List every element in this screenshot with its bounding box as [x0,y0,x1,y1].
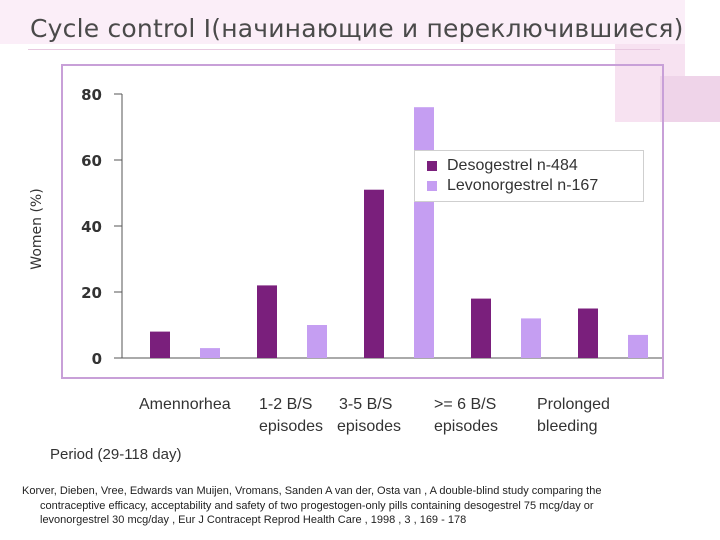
x-tick-label-line: bleeding [537,418,598,435]
citation: Korver, Dieben, Vree, Edwards van Muijen… [22,484,694,528]
x-tick-label-line: episodes [259,418,324,435]
x-tick-label-line: episodes [434,418,499,435]
x-tick-label-line: 1-2 B/S [259,396,313,413]
legend: Desogestrel n-484 Levonorgestrel n-167 [414,150,644,202]
bar-desogestrel-0 [150,331,170,358]
bars [150,107,648,358]
y-tick-label: 0 [92,350,102,368]
y-tick-label: 40 [81,218,102,236]
bar-desogestrel-2 [364,189,384,358]
decor-block-right-lower [660,76,720,122]
y-axis-label: Women (%) [29,188,45,270]
y-tick-label: 80 [81,86,102,104]
citation-line-1: Korver, Dieben, Vree, Edwards van Muijen… [22,485,602,497]
legend-item-levonorgestrel: Levonorgestrel n-167 [427,177,598,197]
legend-label-desogestrel: Desogestrel n-484 [447,157,578,174]
bar-desogestrel-4 [578,308,598,358]
y-ticks: 0 20 40 60 80 [81,86,122,368]
bar-levonorgestrel-1 [307,325,327,358]
page-title: Cycle control I(начинающие и переключивш… [30,14,684,43]
x-tick-label-line: episodes [337,418,402,435]
decor-block-top [0,0,685,44]
x-tick-label-line: 3-5 B/S [339,396,393,413]
x-tick-label-line: Prolonged [537,396,610,413]
y-tick-label: 60 [81,152,102,170]
bar-levonorgestrel-3 [521,318,541,358]
x-tick-label-3-5-bs: 3-5 B/S episodes [337,394,401,438]
y-tick-label: 20 [81,284,102,302]
legend-label-levonorgestrel: Levonorgestrel n-167 [447,177,599,194]
x-axis-label: Period (29-118 day) [50,446,182,463]
bar-levonorgestrel-0 [200,348,220,358]
legend-swatch-desogestrel [427,161,437,171]
x-tick-label-line: >= 6 B/S [434,396,497,413]
bar-levonorgestrel-4 [628,334,648,358]
x-tick-label-prolonged-bleeding: Prolonged bleeding [537,394,610,438]
bar-levonorgestrel-2 [414,107,434,358]
plot-frame [61,64,664,379]
x-tick-label-amennorhea: Amennorhea [139,394,231,416]
x-tick-label-1-2-bs: 1-2 B/S episodes [259,394,323,438]
decor-title-line [28,49,660,50]
bar-desogestrel-1 [257,285,277,358]
citation-line-2: contraceptive efficacy, acceptability an… [40,499,594,512]
bar-desogestrel-3 [471,298,491,358]
x-tick-label-6-bs: >= 6 B/S episodes [434,394,498,438]
legend-swatch-levonorgestrel [427,181,437,191]
citation-line-3: levonorgestrel 30 mcg/day , Eur J Contra… [40,514,467,526]
x-tick-label-line: Amennorhea [139,396,231,413]
legend-item-desogestrel: Desogestrel n-484 [427,157,578,177]
